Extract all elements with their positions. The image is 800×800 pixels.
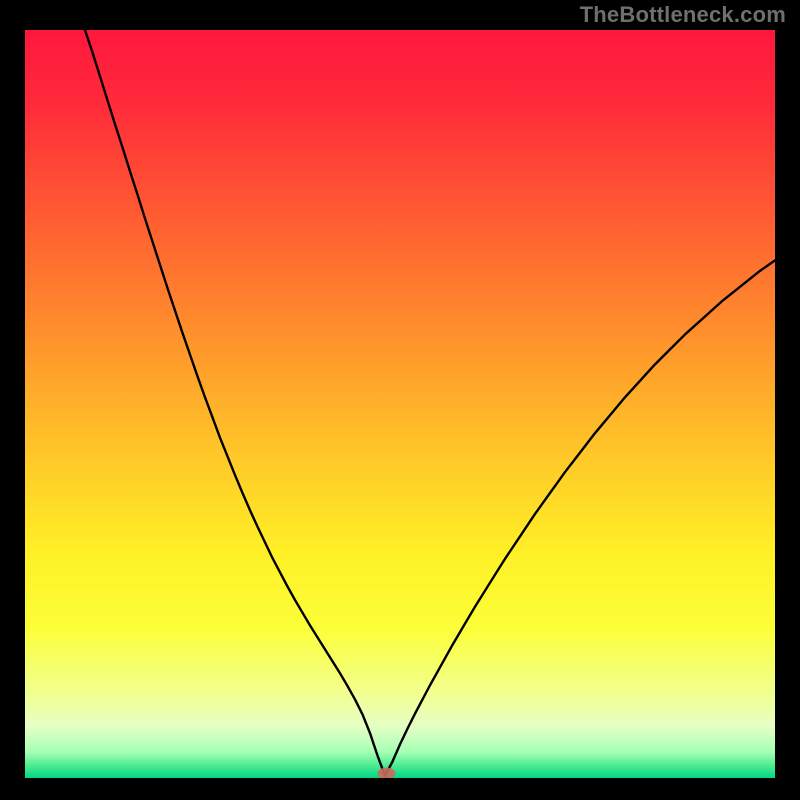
bottleneck-chart-svg bbox=[25, 30, 775, 778]
gradient-background bbox=[25, 30, 775, 778]
chart-frame: TheBottleneck.com bbox=[0, 0, 800, 800]
watermark-text: TheBottleneck.com bbox=[580, 2, 786, 28]
plot-area bbox=[25, 30, 775, 778]
